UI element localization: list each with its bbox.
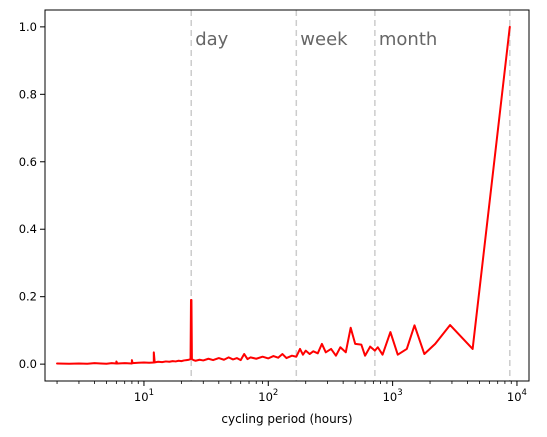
y-tick-label: 0.6 (19, 155, 37, 169)
x-tick-label-base: 10 (507, 390, 522, 404)
x-tick-label-exponent: 3 (397, 388, 402, 398)
reference-lines: day week month (190, 10, 511, 381)
x-tick-label-exponent: 2 (273, 388, 278, 398)
x-tick-label: 104 (507, 388, 527, 404)
series-layer (56, 25, 511, 365)
y-tick-label: 0.0 (19, 357, 37, 371)
y-tick-label: 0.8 (19, 87, 37, 101)
reference-line-label: day (195, 29, 228, 50)
x-tick-label-base: 10 (134, 390, 149, 404)
x-tick-label: 102 (258, 388, 278, 404)
plot-frame (44, 9, 530, 382)
x-tick-label-base: 10 (258, 390, 273, 404)
x-tick-label: 103 (383, 388, 403, 404)
x-axis-title: cycling period (hours) (221, 412, 352, 426)
y-tick-label: 0.2 (19, 290, 37, 304)
x-tick-label: 101 (134, 388, 154, 404)
y-tick-label: 0.4 (19, 222, 37, 236)
x-tick-label-exponent: 1 (149, 388, 154, 398)
reference-line-label: month (379, 29, 437, 50)
series-line (56, 25, 511, 365)
x-tick-label-exponent: 4 (522, 388, 527, 398)
x-tick-label-base: 10 (383, 390, 398, 404)
y-tick-label: 1.0 (19, 20, 37, 34)
reference-line-label: week (300, 29, 348, 50)
